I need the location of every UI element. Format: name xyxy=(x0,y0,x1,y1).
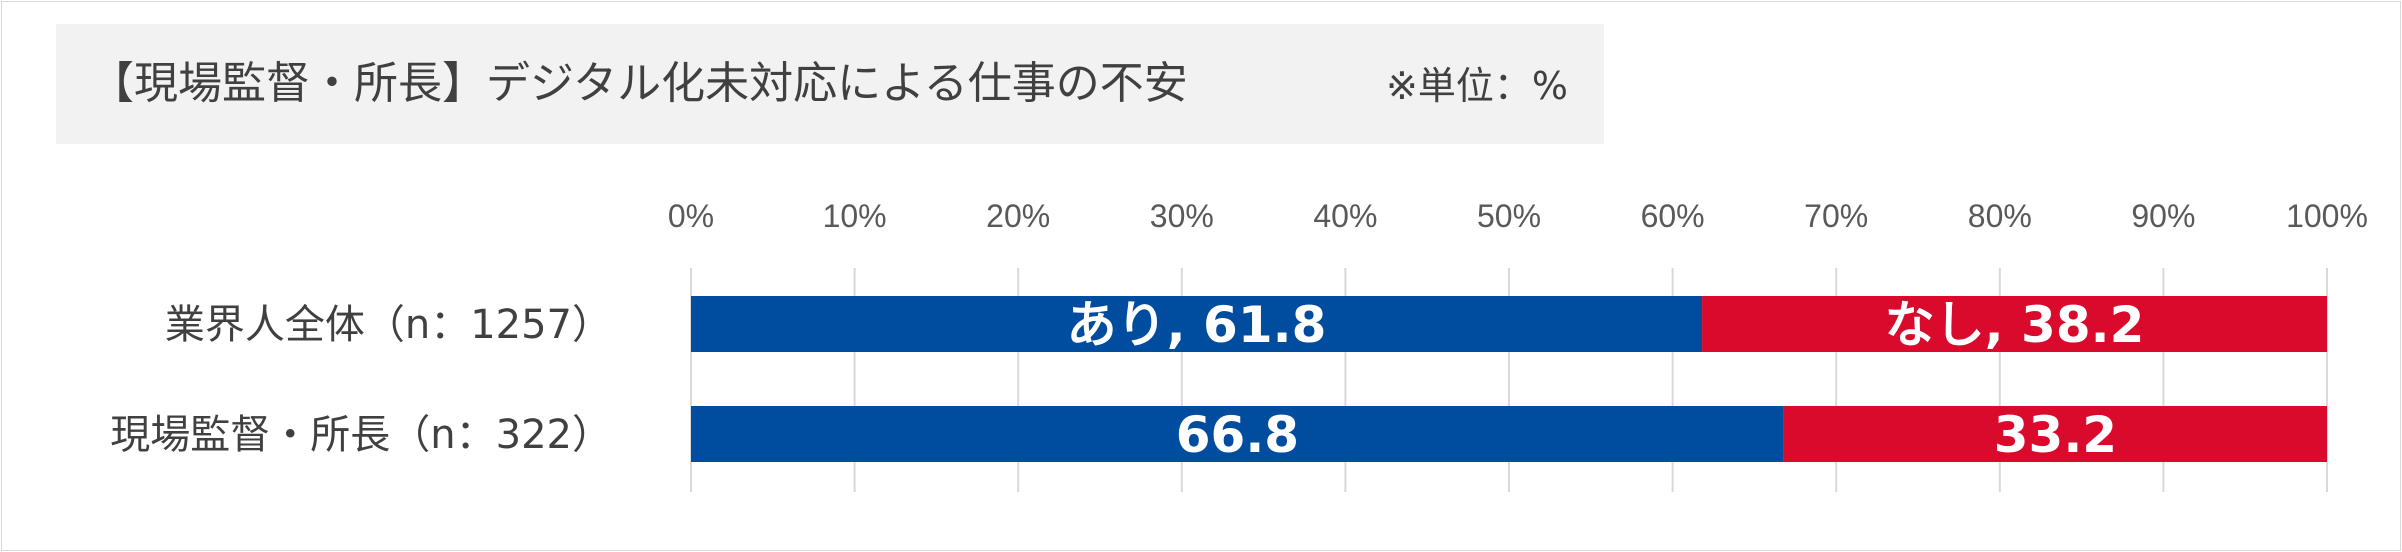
chart-title: 【現場監督・所長】デジタル化未対応による仕事の不安 xyxy=(90,58,1188,109)
x-tick-label: 30% xyxy=(1150,198,1214,234)
data-label: あり, 61.8 xyxy=(1067,296,1327,354)
bar-nashi xyxy=(1702,296,2327,352)
data-label: 33.2 xyxy=(1994,406,2117,464)
bar-nashi xyxy=(1783,406,2327,462)
x-tick-label: 20% xyxy=(986,198,1050,234)
x-tick-label: 0% xyxy=(668,198,714,234)
x-tick-label: 100% xyxy=(2286,198,2368,234)
bar-ari xyxy=(691,296,1703,352)
x-tick-label: 60% xyxy=(1641,198,1705,234)
x-tick-label: 80% xyxy=(1968,198,2032,234)
bar-ari xyxy=(691,406,1784,462)
x-tick-label: 10% xyxy=(823,198,887,234)
x-tick-label: 40% xyxy=(1313,198,1377,234)
x-tick-label: 70% xyxy=(1804,198,1868,234)
x-tick-label: 90% xyxy=(2131,198,2195,234)
category-label: 現場監督・所長（n：322） xyxy=(110,412,612,458)
data-label: 66.8 xyxy=(1176,406,1299,464)
x-axis-ticks: 0% 10% 20% 30% 40% 50% 60% 70% 80% 90% 100% xyxy=(668,198,2368,234)
chart-title-box: 【現場監督・所長】デジタル化未対応による仕事の不安 ※単位：% xyxy=(56,24,1604,144)
data-labels: あり, 61.8 なし, 38.2 66.8 33.2 xyxy=(1067,296,2145,464)
unit-note: ※単位：% xyxy=(1386,64,1568,108)
data-label: なし, 38.2 xyxy=(1885,296,2145,354)
category-label: 業界人全体（n：1257） xyxy=(165,302,612,348)
bars xyxy=(691,296,2327,462)
category-labels: 業界人全体（n：1257） 現場監督・所長（n：322） xyxy=(110,302,612,458)
x-tick-label: 50% xyxy=(1477,198,1541,234)
